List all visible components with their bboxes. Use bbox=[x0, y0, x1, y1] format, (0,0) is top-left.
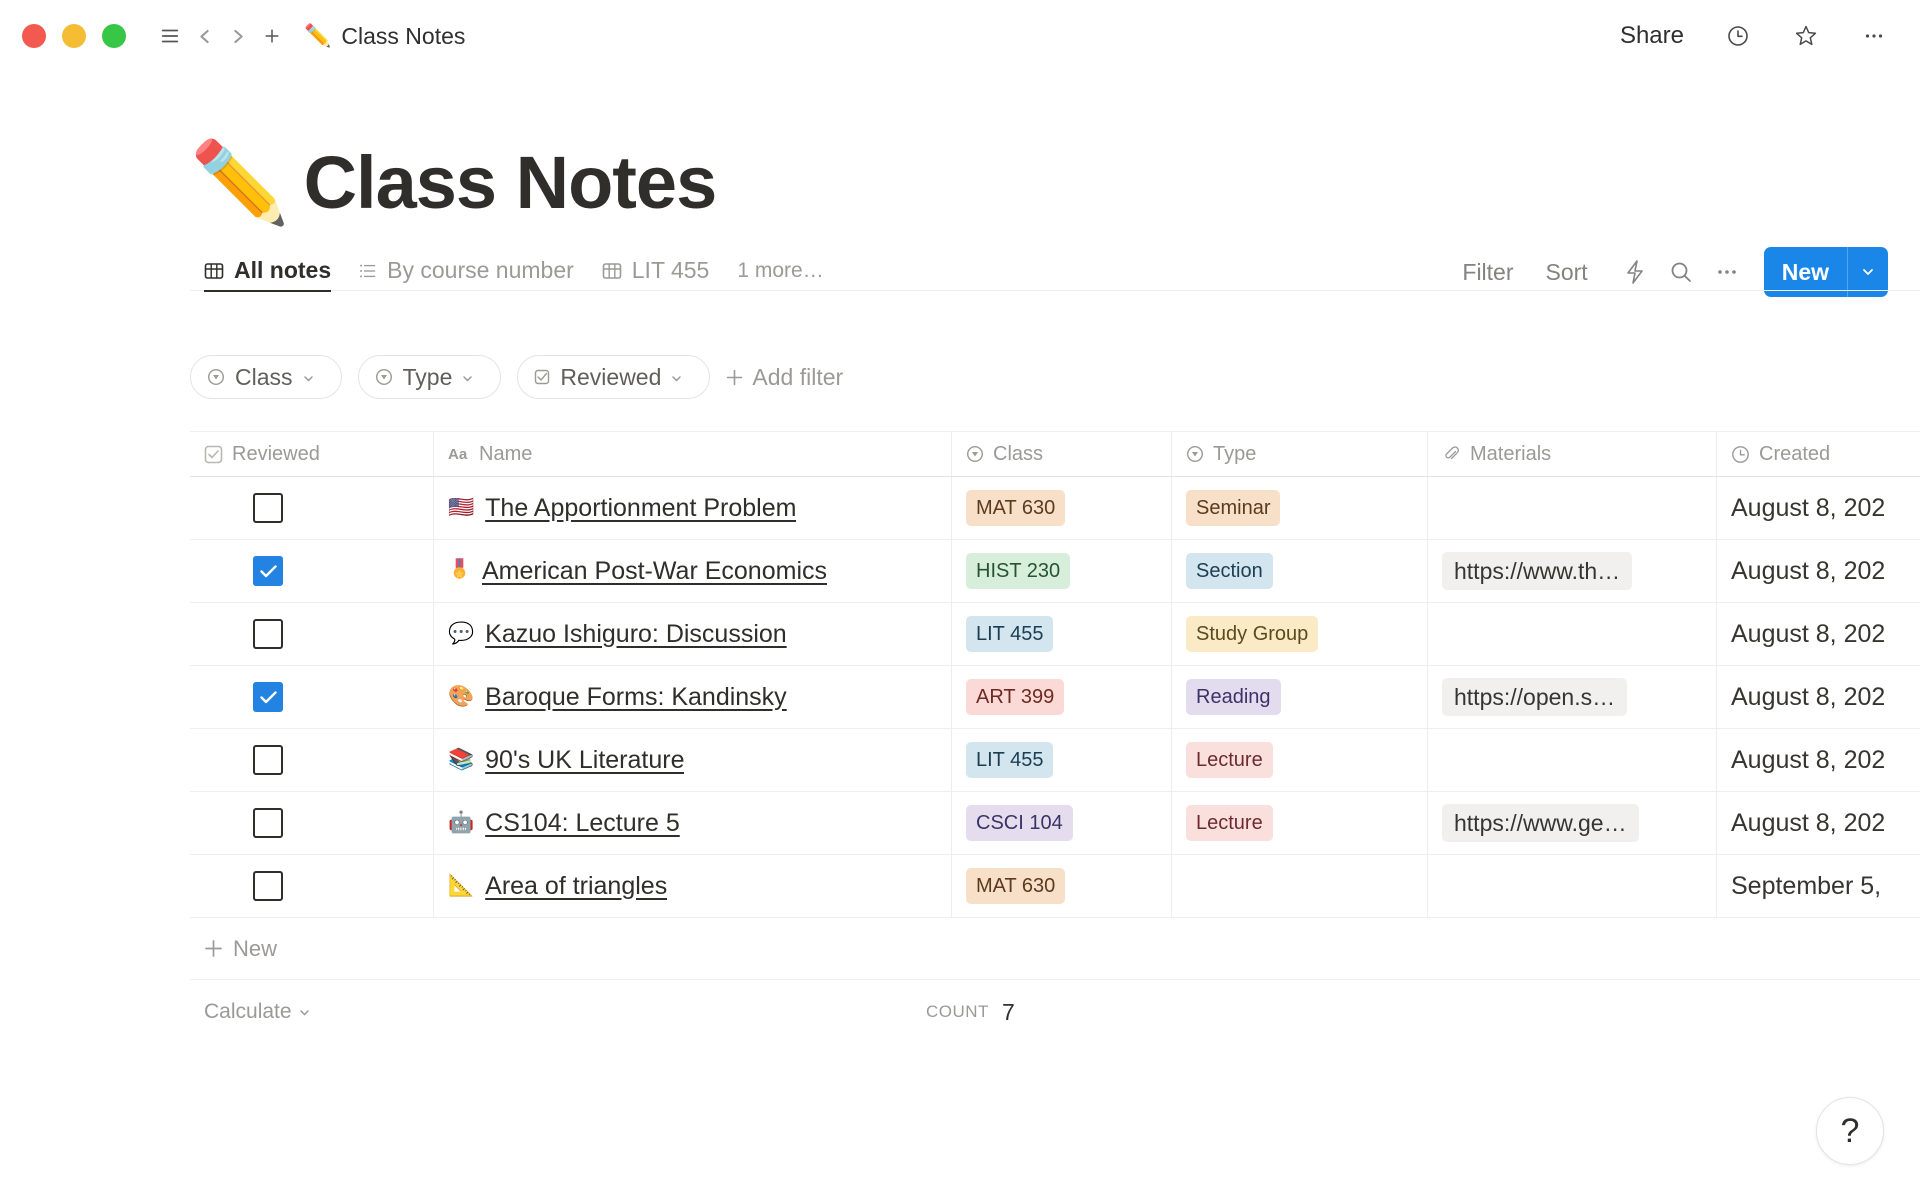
svg-text:Aa: Aa bbox=[448, 446, 468, 463]
